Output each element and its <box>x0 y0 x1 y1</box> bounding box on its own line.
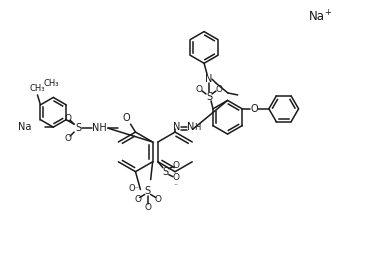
Text: O: O <box>172 173 179 182</box>
Text: O: O <box>196 85 203 94</box>
Text: CH₃: CH₃ <box>43 79 59 88</box>
Text: H: H <box>194 123 200 132</box>
Text: O: O <box>154 195 161 204</box>
Text: N: N <box>205 74 213 84</box>
Text: Na: Na <box>309 10 325 23</box>
Text: O: O <box>123 113 130 123</box>
Text: S: S <box>163 167 169 177</box>
Text: NH: NH <box>92 123 107 133</box>
Text: ⁻: ⁻ <box>174 181 178 190</box>
Text: +: + <box>325 8 332 17</box>
Text: N: N <box>173 122 181 132</box>
Text: O: O <box>65 114 72 123</box>
Text: O⁻: O⁻ <box>128 184 139 193</box>
Text: S: S <box>206 92 212 102</box>
Text: N: N <box>187 122 195 132</box>
Text: O: O <box>65 134 72 143</box>
Text: S: S <box>75 123 81 133</box>
Text: O: O <box>172 161 179 170</box>
Text: O: O <box>250 104 258 114</box>
Text: O: O <box>144 203 151 212</box>
Text: Na: Na <box>18 122 32 132</box>
Text: O: O <box>215 85 222 94</box>
Text: S: S <box>145 186 151 197</box>
Text: CH₃: CH₃ <box>30 83 45 92</box>
Text: O: O <box>134 195 141 204</box>
